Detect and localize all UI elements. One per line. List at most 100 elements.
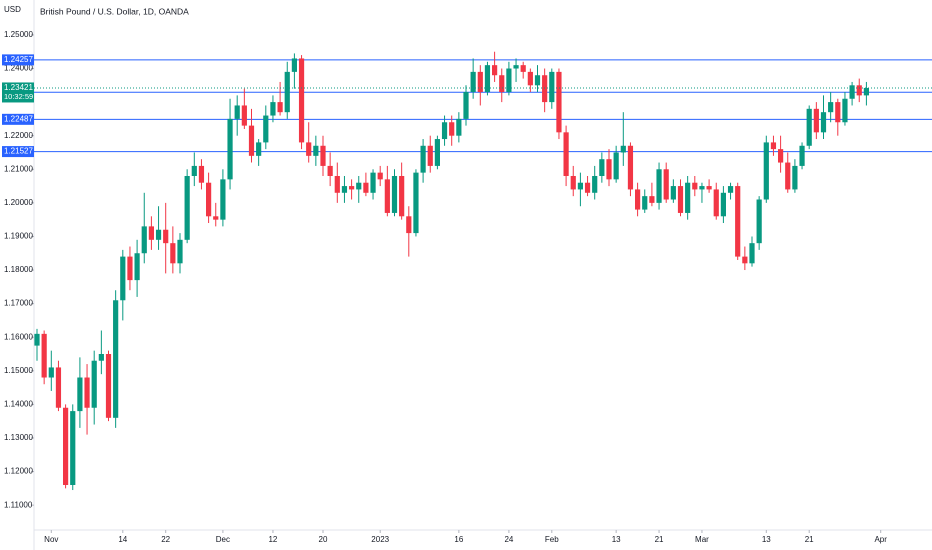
candle-body — [799, 145, 805, 166]
candle-body — [34, 333, 40, 346]
x-tick-label: 22 — [161, 535, 170, 544]
candle-body — [370, 172, 376, 193]
candle-body — [120, 256, 126, 301]
candle-body — [606, 159, 612, 180]
candle-body — [441, 122, 448, 140]
x-tick-label: 13 — [612, 535, 621, 544]
x-tick-label: 20 — [319, 535, 328, 544]
price-line-label-box — [2, 54, 34, 66]
candle-body — [363, 182, 369, 193]
candle-body — [713, 189, 719, 217]
candle-body — [298, 58, 305, 143]
candle-body — [148, 226, 154, 240]
candle-body — [341, 186, 348, 193]
candle-body — [570, 175, 576, 190]
candle-body — [484, 65, 491, 93]
candle-body — [177, 239, 183, 264]
candle-body — [656, 169, 662, 203]
y-tick-label: 1.18000 — [4, 265, 33, 274]
candle-body — [134, 253, 140, 281]
candle-body — [720, 192, 726, 217]
candle-body — [627, 145, 634, 190]
candle-body — [327, 165, 333, 176]
candle-body — [699, 186, 705, 190]
candle-body — [477, 71, 483, 93]
x-tick-label: 21 — [655, 535, 664, 544]
candle-body — [313, 145, 319, 156]
candle-body — [113, 300, 119, 418]
candle-body — [170, 243, 176, 264]
candle-body — [506, 68, 512, 93]
candle-body — [542, 75, 548, 103]
x-tick-label: Feb — [545, 535, 559, 544]
candle-body — [227, 118, 233, 180]
candle-body — [527, 71, 533, 86]
candle-body — [756, 199, 762, 244]
y-tick-label: 1.16000 — [4, 332, 33, 341]
y-tick-label: 1.22000 — [4, 131, 33, 140]
y-tick-label: 1.25000 — [4, 30, 33, 39]
last-price-label: 1.23421 — [4, 83, 33, 92]
candle-body — [749, 243, 755, 264]
candle-body — [792, 165, 798, 190]
candle-body — [470, 71, 476, 93]
candle-body — [677, 186, 684, 213]
candle-body — [692, 182, 698, 190]
candle-body — [155, 229, 162, 240]
x-tick-label: 16 — [454, 535, 463, 544]
candle-body — [105, 354, 112, 418]
candle-body — [770, 142, 777, 150]
candle-body — [599, 159, 605, 176]
candle-body — [463, 92, 469, 119]
x-tick-label: 21 — [805, 535, 814, 544]
candle-body — [513, 65, 519, 69]
candle-body — [742, 256, 748, 264]
x-tick-label: 2023 — [371, 535, 389, 544]
candle-body — [813, 108, 819, 133]
y-tick-label: 1.13000 — [4, 433, 33, 442]
chart-title: British Pound / U.S. Dollar, 1D, OANDA — [40, 6, 189, 16]
candle-body — [399, 175, 405, 217]
candle-body — [70, 411, 76, 485]
candle-body — [84, 377, 90, 408]
candle-body — [184, 175, 190, 240]
x-tick-label: 13 — [762, 535, 771, 544]
candle-body — [806, 108, 812, 146]
countdown: 10:32:59 — [4, 92, 33, 101]
candle-body — [863, 87, 869, 96]
candle-body — [534, 75, 541, 86]
candle-body — [48, 367, 54, 378]
candle-body — [449, 122, 455, 136]
candle-body — [434, 139, 440, 166]
candle-body — [320, 145, 326, 166]
last-price-box — [2, 82, 34, 103]
y-tick-label: 1.19000 — [4, 232, 33, 241]
price-line-label-box — [2, 146, 34, 158]
candle-body — [563, 132, 569, 176]
candle-body — [577, 182, 583, 190]
candle-body — [642, 196, 648, 210]
candle-body — [835, 102, 841, 123]
y-tick-label: 1.24000 — [4, 64, 33, 73]
candle-body — [384, 179, 390, 213]
candle-body — [306, 142, 312, 156]
candle-body — [206, 182, 212, 217]
x-tick-label: Mar — [695, 535, 709, 544]
y-tick-label: 1.11000 — [4, 500, 33, 509]
price-line-label-box — [2, 113, 34, 125]
candle-body — [499, 75, 505, 93]
x-tick-label: Dec — [216, 535, 230, 544]
candle-body — [377, 172, 383, 180]
candle-body — [241, 105, 247, 126]
candle-body — [778, 149, 784, 163]
x-tick-label: Apr — [874, 535, 887, 544]
candle-body — [213, 216, 219, 220]
candle-body — [856, 85, 862, 96]
candle-body — [41, 333, 47, 378]
candle-body — [349, 186, 355, 190]
price-line-label: 1.24257 — [4, 55, 33, 64]
candle-body — [98, 354, 104, 361]
candle-body — [685, 182, 691, 213]
